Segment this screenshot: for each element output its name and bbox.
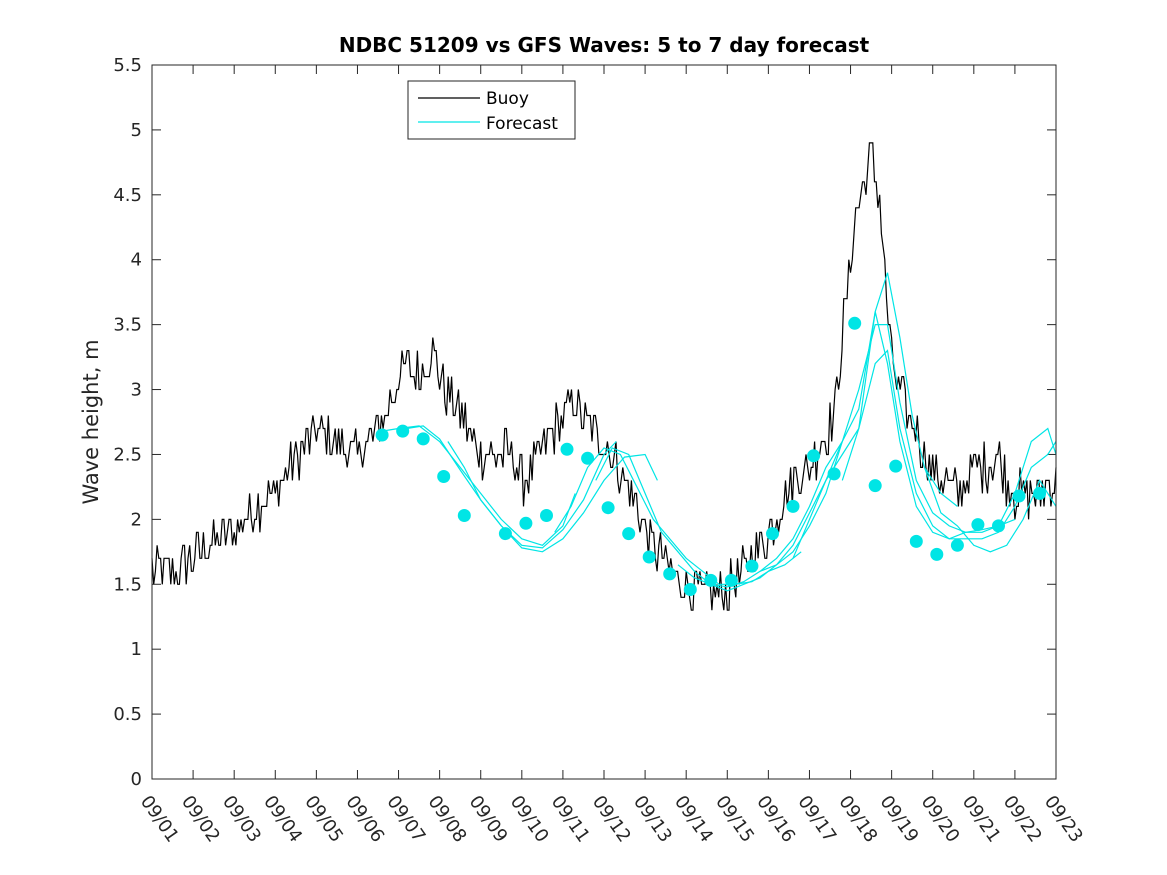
plot-area <box>152 65 1056 779</box>
forecast-marker <box>437 470 451 483</box>
y-tick-label: 4 <box>131 250 142 271</box>
forecast-marker <box>601 501 615 515</box>
forecast-marker <box>868 479 882 493</box>
y-tick-label: 3 <box>131 380 142 401</box>
forecast-marker <box>416 432 430 446</box>
forecast-markers <box>375 316 1047 596</box>
legend-box <box>407 80 576 140</box>
forecast-marker <box>766 527 779 541</box>
forecast-marker <box>827 467 841 481</box>
forecast-marker <box>909 534 923 548</box>
forecast-marker <box>519 516 533 530</box>
y-tick-label: 1.5 <box>113 574 142 595</box>
legend-label-forecast: Forecast <box>486 114 558 134</box>
forecast-marker <box>930 547 944 561</box>
forecast-marker <box>745 559 759 573</box>
forecast-marker <box>724 573 738 587</box>
y-tick-label: 1 <box>131 639 142 660</box>
forecast-marker <box>807 449 821 463</box>
forecast-marker <box>848 316 862 330</box>
forecast-line-6 <box>759 324 1016 572</box>
y-tick-label: 2 <box>131 509 142 530</box>
forecast-marker <box>1033 486 1047 500</box>
y-tick-label: 4.5 <box>113 185 142 206</box>
forecast-marker <box>889 459 903 473</box>
y-ticks: 0 0.5 1 1.5 2 2.5 3 3.5 4 4.5 5 5.5 <box>113 55 1056 790</box>
forecast-marker <box>1012 489 1026 503</box>
chart-title: NDBC 51209 vs GFS Waves: 5 to 7 day fore… <box>339 33 870 57</box>
y-tick-label: 3.5 <box>113 315 142 336</box>
forecast-marker <box>950 538 964 552</box>
forecast-marker <box>498 527 512 541</box>
y-tick-label: 0 <box>131 769 142 790</box>
forecast-marker <box>992 519 1005 533</box>
forecast-marker <box>540 509 553 522</box>
forecast-line-5 <box>677 272 958 588</box>
forecast-line-0 <box>382 425 576 546</box>
forecast-marker <box>375 428 389 442</box>
forecast-marker <box>581 451 595 465</box>
forecast-marker <box>786 499 800 513</box>
forecast-line-8 <box>841 311 1057 540</box>
forecast-series <box>382 272 1057 592</box>
forecast-line-7 <box>792 349 1057 559</box>
forecast-marker <box>971 518 985 532</box>
legend: Buoy Forecast <box>407 80 576 140</box>
forecast-marker <box>560 442 574 456</box>
y-tick-label: 5 <box>131 120 142 141</box>
forecast-marker <box>683 583 697 596</box>
y-tick-label: 2.5 <box>113 444 142 465</box>
forecast-marker <box>704 573 718 587</box>
forecast-marker <box>622 527 636 541</box>
legend-label-buoy: Buoy <box>486 89 529 109</box>
y-tick-label: 0.5 <box>113 704 142 725</box>
forecast-marker <box>396 424 410 438</box>
forecast-line-3 <box>554 447 802 585</box>
forecast-marker <box>457 509 471 522</box>
forecast-marker <box>642 550 656 564</box>
forecast-line-2 <box>447 441 658 553</box>
y-tick-label: 5.5 <box>113 55 142 76</box>
plot-frame <box>151 64 1057 780</box>
y-axis-label: Wave height, m <box>79 339 103 504</box>
forecast-marker <box>663 567 677 581</box>
